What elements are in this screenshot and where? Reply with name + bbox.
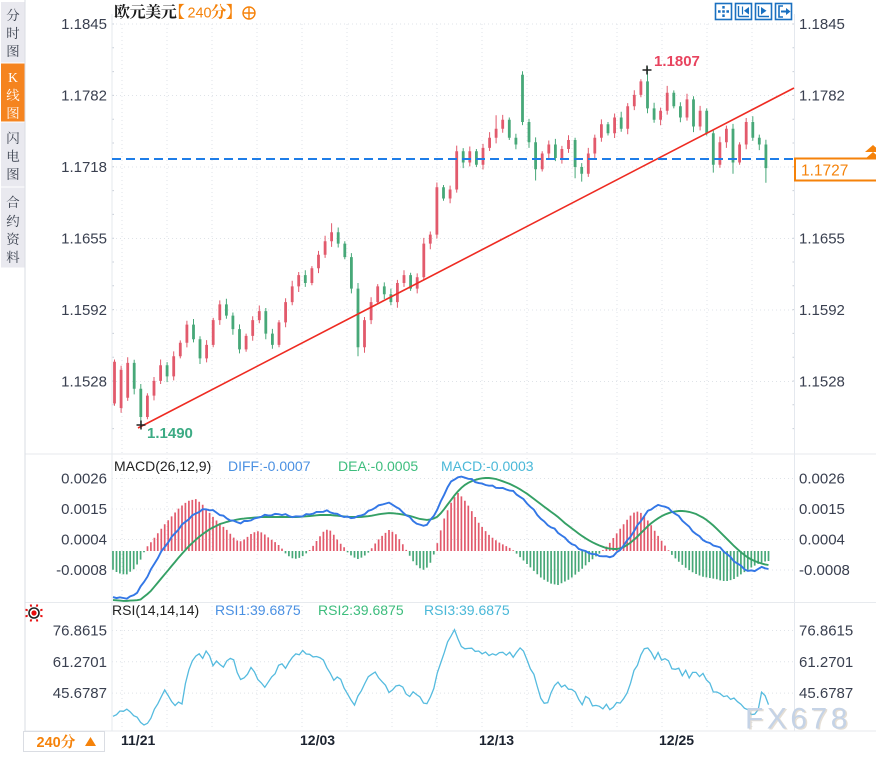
svg-text:MACD:-0.0003: MACD:-0.0003 bbox=[441, 458, 534, 474]
svg-text:240: 240 bbox=[37, 735, 61, 751]
svg-text:RSI1:39.6875: RSI1:39.6875 bbox=[215, 602, 301, 618]
svg-text:1.1655: 1.1655 bbox=[799, 231, 845, 248]
svg-text:DIFF:-0.0007: DIFF:-0.0007 bbox=[228, 458, 311, 474]
svg-text:1.1528: 1.1528 bbox=[61, 374, 107, 391]
svg-text:0.0026: 0.0026 bbox=[799, 471, 845, 488]
svg-text:K: K bbox=[8, 70, 18, 85]
svg-text:MACD(26,12,9): MACD(26,12,9) bbox=[114, 458, 211, 474]
svg-text:0.0026: 0.0026 bbox=[61, 471, 107, 488]
svg-text:1.1592: 1.1592 bbox=[799, 302, 845, 319]
svg-text:1.1655: 1.1655 bbox=[61, 231, 107, 248]
svg-text:-0.0008: -0.0008 bbox=[56, 562, 107, 579]
svg-text:1.1528: 1.1528 bbox=[799, 374, 845, 391]
svg-text:RSI(14,14,14): RSI(14,14,14) bbox=[112, 602, 199, 618]
svg-text:-0.0008: -0.0008 bbox=[799, 562, 850, 579]
svg-text:12/25: 12/25 bbox=[659, 732, 694, 748]
svg-text:61.2701: 61.2701 bbox=[799, 654, 853, 671]
svg-text:FX678: FX678 bbox=[747, 704, 853, 737]
svg-text:1.1727: 1.1727 bbox=[801, 163, 848, 180]
svg-text:0.0004: 0.0004 bbox=[799, 532, 845, 549]
svg-text:240: 240 bbox=[188, 5, 212, 22]
svg-text:61.2701: 61.2701 bbox=[53, 654, 107, 671]
svg-text:45.6787: 45.6787 bbox=[799, 685, 853, 702]
svg-text:0.0004: 0.0004 bbox=[61, 532, 107, 549]
svg-text:1.1807: 1.1807 bbox=[654, 53, 700, 70]
svg-text:FX678: FX678 bbox=[745, 703, 851, 736]
svg-text:1.1490: 1.1490 bbox=[147, 425, 193, 442]
svg-text:DEA:-0.0005: DEA:-0.0005 bbox=[338, 458, 418, 474]
svg-text:76.8615: 76.8615 bbox=[799, 623, 853, 640]
svg-text:12/13: 12/13 bbox=[479, 732, 514, 748]
svg-text:12/03: 12/03 bbox=[300, 732, 335, 748]
svg-text:1.1592: 1.1592 bbox=[61, 302, 107, 319]
svg-text:1.1718: 1.1718 bbox=[61, 159, 107, 176]
svg-text:1.1845: 1.1845 bbox=[61, 16, 107, 33]
svg-text:45.6787: 45.6787 bbox=[53, 685, 107, 702]
svg-text:76.8615: 76.8615 bbox=[53, 623, 107, 640]
svg-text:0.0015: 0.0015 bbox=[61, 501, 107, 518]
svg-text:11/21: 11/21 bbox=[121, 732, 155, 748]
svg-text:1.1782: 1.1782 bbox=[799, 88, 845, 105]
svg-text:1.1845: 1.1845 bbox=[799, 16, 845, 33]
svg-text:1.1782: 1.1782 bbox=[61, 88, 107, 105]
svg-text:RSI2:39.6875: RSI2:39.6875 bbox=[318, 602, 404, 618]
svg-text:0.0015: 0.0015 bbox=[799, 501, 845, 518]
svg-text:RSI3:39.6875: RSI3:39.6875 bbox=[424, 602, 510, 618]
